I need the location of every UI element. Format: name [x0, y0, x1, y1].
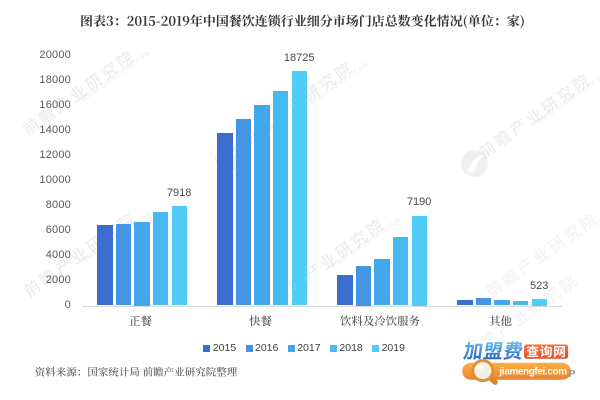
svg-text:P: P	[569, 368, 576, 380]
svg-text:jiamengfei.com: jiamengfei.com	[499, 366, 568, 377]
